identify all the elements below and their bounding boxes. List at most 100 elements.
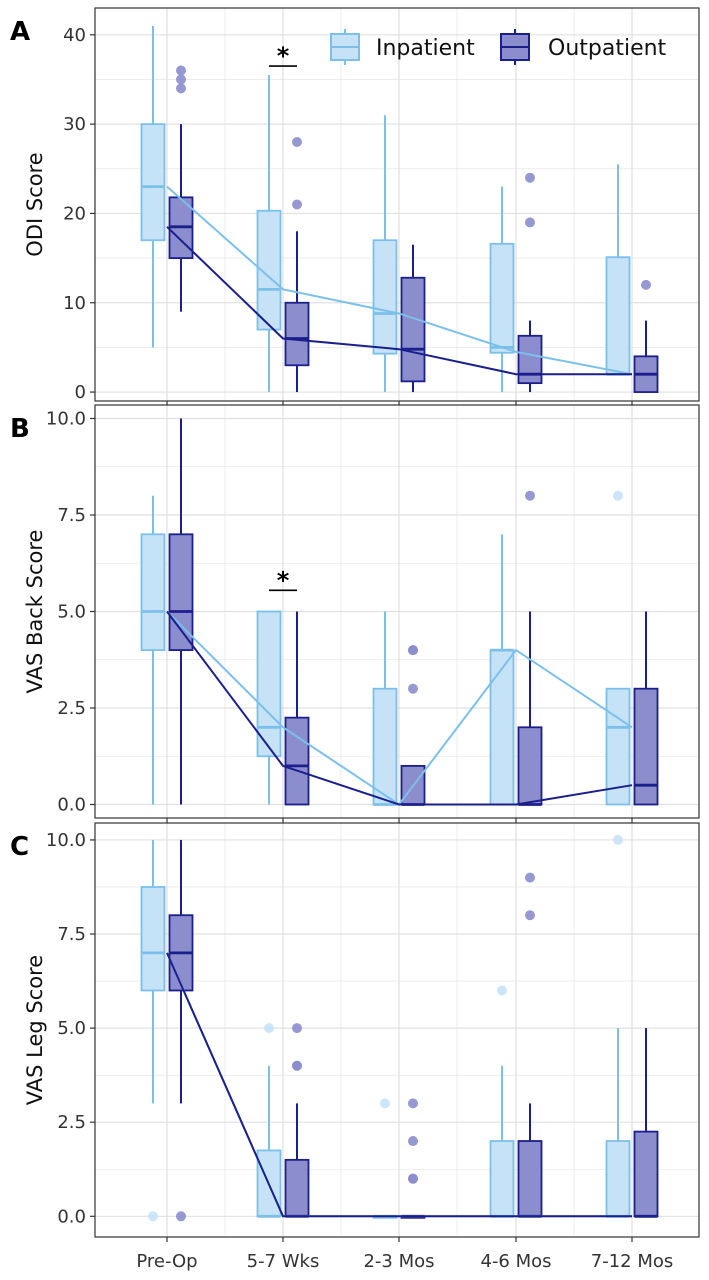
panel-c-box-inpatient (489, 985, 515, 1218)
outlier-point (408, 1098, 418, 1109)
panel-a-box-inpatient (372, 115, 398, 393)
panel-b-ytick-label: 10.0 (46, 409, 86, 430)
panel-c-ytick-label: 10.0 (46, 830, 86, 851)
outlier-point (292, 199, 302, 210)
outlier-point (292, 1023, 302, 1034)
panel-c-box-outpatient (517, 872, 543, 1218)
panel-c-box-outpatient (633, 1028, 659, 1218)
panel-b-letter: B (10, 414, 30, 444)
panel-a-ytick-label: 20 (63, 203, 86, 224)
panel-a-ytick-label: 0 (75, 382, 86, 403)
outlier-point (264, 1023, 274, 1034)
panel-a-trend-inpatient (166, 185, 633, 376)
box-iqr (400, 276, 426, 383)
outlier-point (292, 1060, 302, 1071)
panel-a-box-inpatient (489, 186, 515, 393)
box-iqr (633, 1130, 659, 1218)
panel-b-ytick-label: 0.0 (57, 794, 86, 815)
box-iqr (256, 610, 282, 758)
outlier-point (408, 683, 418, 694)
box-iqr (489, 1140, 515, 1218)
outlier-point (380, 1098, 390, 1109)
panel-c-ytick-label: 0.0 (57, 1206, 86, 1227)
panel-b-box-inpatient (372, 611, 398, 806)
panel-c-ytick-label: 5.0 (57, 1018, 86, 1039)
outlier-point (497, 985, 507, 996)
panel-c-letter: C (10, 832, 29, 862)
panel-a-y-axis-title: ODI Score (23, 152, 47, 256)
legend-item-outpatient: Outpatient (500, 29, 667, 65)
panel-a-letter: A (10, 17, 30, 47)
panel-c-xtick-label: 2-3 Mos (363, 1251, 434, 1272)
panel-b-box-inpatient (605, 490, 631, 806)
box-iqr (284, 301, 310, 367)
outlier-point (408, 1173, 418, 1184)
panel-a-trend-outpatient (166, 226, 632, 376)
box-iqr (256, 209, 282, 331)
panel-b-box-outpatient (168, 418, 194, 805)
outlier-point (176, 74, 186, 85)
panel-c-box-inpatient (256, 1023, 282, 1218)
panel-a-significance-star: * (277, 42, 290, 70)
box-iqr (517, 1140, 543, 1218)
outlier-point (641, 279, 651, 290)
box-iqr (372, 239, 398, 355)
outlier-point (408, 645, 418, 656)
outlier-point (176, 83, 186, 94)
box-iqr (140, 533, 166, 651)
outlier-point (525, 217, 535, 228)
panel-b-significance-star: * (277, 566, 290, 594)
panel-b-y-axis-title: VAS Back Score (23, 530, 47, 694)
panel-b-box-outpatient (400, 645, 426, 806)
panel-a-box-outpatient (517, 172, 543, 393)
panel-a-border (94, 7, 700, 402)
legend-item-inpatient: Inpatient (330, 29, 475, 65)
panel-c-box-outpatient (168, 839, 194, 1222)
outlier-point (148, 1211, 158, 1222)
panel-b-ytick-label: 5.0 (57, 602, 86, 623)
panel-b-box-outpatient (633, 611, 659, 806)
panel-c-box-inpatient (372, 1098, 398, 1219)
panel-b-ytick-label: 7.5 (57, 505, 86, 526)
panel-c-xtick-label: 7-12 Mos (591, 1251, 674, 1272)
panel-c-box-inpatient (605, 834, 631, 1218)
panel-a-ytick-label: 40 (63, 25, 86, 46)
panel-a-box-outpatient (168, 65, 194, 312)
outlier-point (408, 1136, 418, 1147)
legend-label-inpatient: Inpatient (376, 36, 475, 61)
box-iqr (489, 242, 515, 354)
panel-c-box-outpatient (284, 1023, 310, 1218)
box-iqr (633, 687, 659, 806)
box-iqr (140, 886, 166, 992)
outlier-point (525, 490, 535, 501)
box-iqr (284, 1158, 310, 1218)
outlier-point (525, 872, 535, 883)
box-iqr (372, 687, 398, 806)
outlier-point (613, 490, 623, 501)
box-iqr (605, 256, 631, 376)
panel-b-ytick-label: 2.5 (57, 698, 86, 719)
panel-c-xtick-label: 5-7 Wks (247, 1251, 320, 1272)
panel-c-xtick-label: Pre-Op (136, 1251, 197, 1272)
panel-a-box-inpatient (256, 74, 282, 393)
box-iqr (517, 726, 543, 806)
outlier-point (613, 834, 623, 845)
outlier-point (176, 1211, 186, 1222)
panel-c-ytick-label: 2.5 (57, 1112, 86, 1133)
outlier-point (176, 65, 186, 76)
panel-c-y-axis-title: VAS Leg Score (23, 955, 47, 1105)
box-iqr (605, 687, 631, 806)
panel-c-border (94, 822, 700, 1238)
panel-c-box-outpatient (400, 1098, 426, 1219)
panel-c-trend-outpatient (166, 952, 632, 1218)
panel-a-ytick-label: 30 (63, 114, 86, 135)
legend: Inpatient Outpatient (330, 29, 667, 65)
legend-label-outpatient: Outpatient (548, 36, 667, 61)
box-iqr (605, 1140, 631, 1218)
panel-b-box-inpatient (140, 495, 166, 805)
panel-a-box-outpatient (400, 244, 426, 393)
panel-a-box-inpatient (605, 164, 631, 376)
panel-c-xtick-label: 4-6 Mos (480, 1251, 551, 1272)
panel-a-box-inpatient (140, 25, 166, 348)
